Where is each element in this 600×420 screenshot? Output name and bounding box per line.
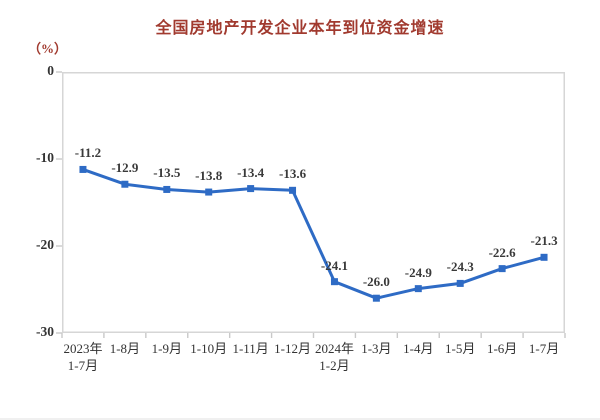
y-axis-tick-label: -20 bbox=[36, 237, 54, 252]
y-axis-tick-label: 0 bbox=[47, 63, 54, 78]
data-point-label: -21.3 bbox=[530, 233, 558, 249]
x-axis-tick-label: 1-9月 bbox=[151, 341, 182, 356]
y-axis-tick-label: -30 bbox=[36, 324, 54, 339]
x-axis-tick-label: 1-4月 bbox=[403, 341, 434, 356]
chart-title: 全国房地产开发企业本年到位资金增速 bbox=[155, 20, 445, 37]
x-axis-tick-label: 1-5月 bbox=[445, 341, 476, 356]
x-axis-tick-label: 2024年 1-2月 bbox=[314, 341, 354, 373]
data-point-marker bbox=[540, 253, 548, 261]
x-axis-tick-label: 1-11月 bbox=[232, 341, 269, 356]
y-axis-unit-label: （%） bbox=[28, 41, 68, 56]
x-axis-tick-label: 1-10月 bbox=[190, 341, 228, 356]
plot-area bbox=[56, 71, 566, 338]
data-point-marker bbox=[79, 165, 87, 173]
line-series-svg bbox=[56, 71, 566, 338]
x-axis-tick-label: 1-6月 bbox=[486, 341, 518, 356]
data-point-marker bbox=[330, 278, 338, 286]
data-point-marker bbox=[372, 294, 380, 302]
data-point-marker bbox=[121, 180, 129, 188]
data-point-label: -13.8 bbox=[195, 168, 223, 184]
data-point-label: -24.1 bbox=[320, 257, 348, 273]
data-point-marker bbox=[289, 186, 297, 194]
series-line bbox=[81, 167, 546, 300]
x-axis-tick-label: 1-7月 bbox=[528, 341, 560, 356]
data-point-marker bbox=[205, 188, 213, 196]
y-axis-tick-label: -10 bbox=[36, 150, 54, 165]
data-point-label: -13.5 bbox=[153, 165, 181, 181]
data-point-marker bbox=[498, 265, 506, 273]
data-point-marker bbox=[456, 279, 464, 287]
data-point-label: -13.4 bbox=[237, 164, 265, 180]
data-point-label: -22.6 bbox=[488, 244, 516, 260]
data-point-label: -12.9 bbox=[111, 160, 139, 176]
data-point-label: -13.6 bbox=[278, 166, 307, 182]
x-axis-tick-label: 1-8月 bbox=[109, 341, 141, 356]
x-axis-tick-label: 1-12月 bbox=[274, 341, 311, 356]
x-axis-tick-label: 1-3月 bbox=[361, 341, 392, 356]
data-point-marker bbox=[414, 285, 422, 293]
data-point-marker bbox=[163, 185, 171, 193]
data-point-label: -26.0 bbox=[362, 274, 390, 290]
data-point-label: -24.9 bbox=[404, 264, 432, 280]
data-point-label: -24.3 bbox=[446, 259, 474, 275]
plot-border bbox=[62, 72, 565, 333]
data-point-marker bbox=[247, 185, 255, 193]
x-axis-tick-label: 2023年 1-7月 bbox=[63, 341, 103, 373]
data-point-label: -11.2 bbox=[74, 145, 102, 161]
